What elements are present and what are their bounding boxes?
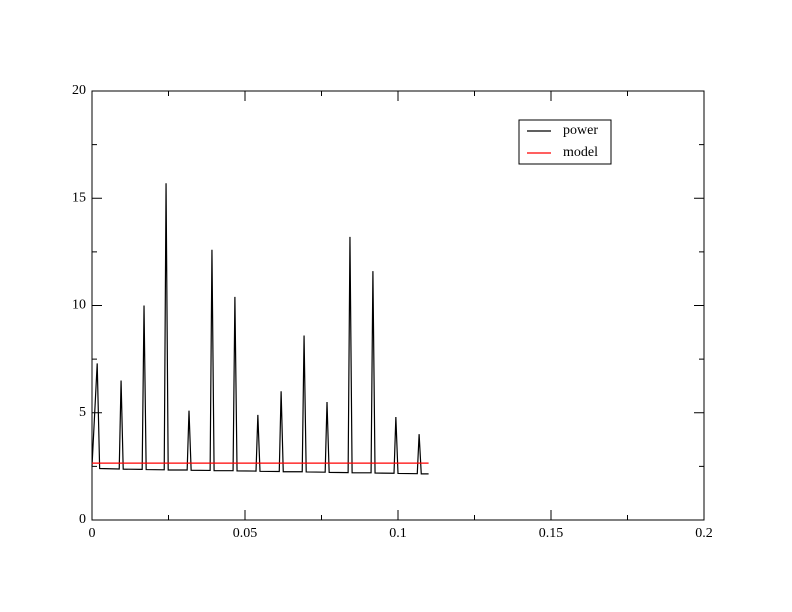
y-tick-label: 15 (72, 190, 86, 205)
series-line (91, 183, 429, 475)
x-tick-label: 0.2 (695, 526, 713, 541)
x-tick-label: 0.05 (233, 526, 258, 541)
y-tick-label: 0 (79, 512, 86, 527)
x-tick-label: 0.15 (539, 526, 564, 541)
x-tick-label: 0 (89, 526, 96, 541)
x-tick-label: 0.1 (389, 526, 407, 541)
y-tick-label: 10 (72, 298, 86, 313)
y-tick-label: 20 (72, 83, 86, 98)
legend (518, 119, 612, 165)
y-tick-label: 5 (79, 405, 86, 420)
legend-label: model (563, 145, 598, 160)
legend-label: power (563, 123, 598, 138)
legend-box (518, 119, 612, 165)
plot-frame (91, 90, 705, 521)
